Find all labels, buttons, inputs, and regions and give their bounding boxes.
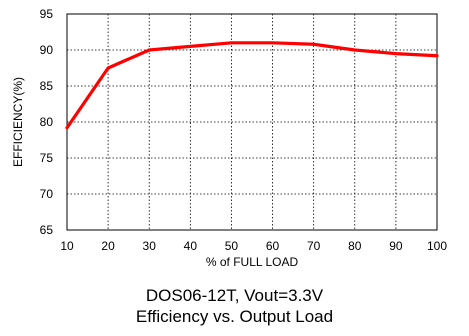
x-tick-label: 60 [266, 239, 280, 253]
data-point [106, 66, 110, 70]
y-tick-label: 95 [40, 7, 54, 21]
data-point [230, 41, 233, 44]
x-tick-label: 90 [389, 239, 403, 253]
y-axis-label: EFFICIENCY(%) [11, 77, 25, 167]
series-line [65, 41, 439, 130]
data-point [312, 43, 315, 46]
grid-lines [67, 14, 437, 230]
y-tick-label: 85 [40, 79, 54, 93]
data-point [353, 48, 356, 52]
y-tick-label: 65 [40, 223, 54, 237]
y-tick-label: 90 [40, 43, 54, 57]
x-tick-label: 10 [60, 239, 74, 253]
x-tick-label: 50 [225, 239, 239, 253]
data-point [189, 45, 192, 48]
y-tick-labels: 65 70 75 80 85 90 95 [40, 7, 54, 237]
data-point [271, 41, 274, 44]
data-point [394, 52, 398, 55]
x-tick-label: 40 [184, 239, 198, 253]
plot-frame [66, 13, 438, 231]
y-tick-label: 70 [40, 187, 54, 201]
data-point [148, 48, 151, 52]
x-tick-label: 100 [427, 239, 447, 253]
series-layer [65, 41, 439, 130]
x-axis-label: % of FULL LOAD [206, 255, 299, 269]
y-tick-label: 80 [40, 115, 54, 129]
chart-caption-model: DOS06-12T, Vout=3.3V [145, 286, 324, 305]
x-tick-labels: 10 20 30 40 50 60 70 80 90 100 [60, 239, 447, 253]
x-tick-label: 30 [143, 239, 157, 253]
chart-caption-description: Efficiency vs. Output Load [135, 307, 334, 326]
x-tick-label: 80 [348, 239, 362, 253]
data-point [435, 54, 439, 57]
y-tick-label: 75 [40, 151, 54, 165]
x-tick-label: 20 [101, 239, 115, 253]
data-point [65, 126, 69, 129]
x-tick-label: 70 [307, 239, 321, 253]
